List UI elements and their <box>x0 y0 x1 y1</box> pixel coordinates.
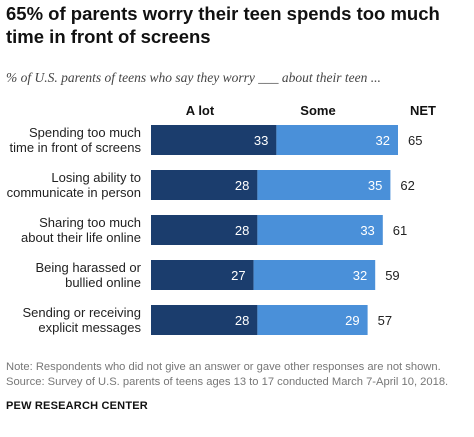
category-label: Losing ability to communicate in person <box>7 170 141 200</box>
bar-a-lot <box>151 215 258 245</box>
brand-label: PEW RESEARCH CENTER <box>6 400 148 412</box>
bar-some <box>257 215 383 245</box>
value-label-a-lot: 27 <box>231 268 245 283</box>
bar-some <box>276 125 398 155</box>
category-label: Being harassed or bullied online <box>35 260 141 290</box>
legend-a-lot: A lot <box>186 103 215 118</box>
value-label-a-lot: 28 <box>235 223 249 238</box>
legend-some: Some <box>300 103 335 118</box>
value-label-some: 35 <box>368 178 382 193</box>
value-label-a-lot: 33 <box>254 133 268 148</box>
value-label-a-lot: 28 <box>235 178 249 193</box>
bar-a-lot <box>151 260 254 290</box>
footnote: Note: Respondents who did not give an an… <box>6 361 441 373</box>
value-label-some: 29 <box>345 313 359 328</box>
chart-title: 65% of parents worry their teen spends t… <box>6 3 440 47</box>
bar-some <box>257 170 391 200</box>
bar-a-lot <box>151 125 277 155</box>
stacked-bar-chart: A lot Some NET Spending too much time in … <box>7 103 436 335</box>
value-label-some: 33 <box>360 223 374 238</box>
source-line: Source: Survey of U.S. parents of teens … <box>6 376 449 388</box>
bar-some <box>257 305 368 335</box>
category-label: Sending or receiving explicit messages <box>22 305 141 335</box>
bar-some <box>253 260 376 290</box>
bar-group: Spending too much time in front of screen… <box>7 125 422 335</box>
bar-a-lot <box>151 170 258 200</box>
category-label: Spending too much time in front of screen… <box>10 125 142 155</box>
value-label-net: 62 <box>400 178 414 193</box>
legend-net: NET <box>410 103 436 118</box>
value-label-net: 61 <box>393 223 407 238</box>
value-label-net: 57 <box>378 313 392 328</box>
category-label: Sharing too much about their life online <box>21 215 141 245</box>
chart-subtitle: % of U.S. parents of teens who say they … <box>6 70 381 85</box>
value-label-net: 65 <box>408 133 422 148</box>
value-label-net: 59 <box>385 268 399 283</box>
value-label-a-lot: 28 <box>235 313 249 328</box>
bar-a-lot <box>151 305 258 335</box>
value-label-some: 32 <box>353 268 367 283</box>
value-label-some: 32 <box>376 133 390 148</box>
